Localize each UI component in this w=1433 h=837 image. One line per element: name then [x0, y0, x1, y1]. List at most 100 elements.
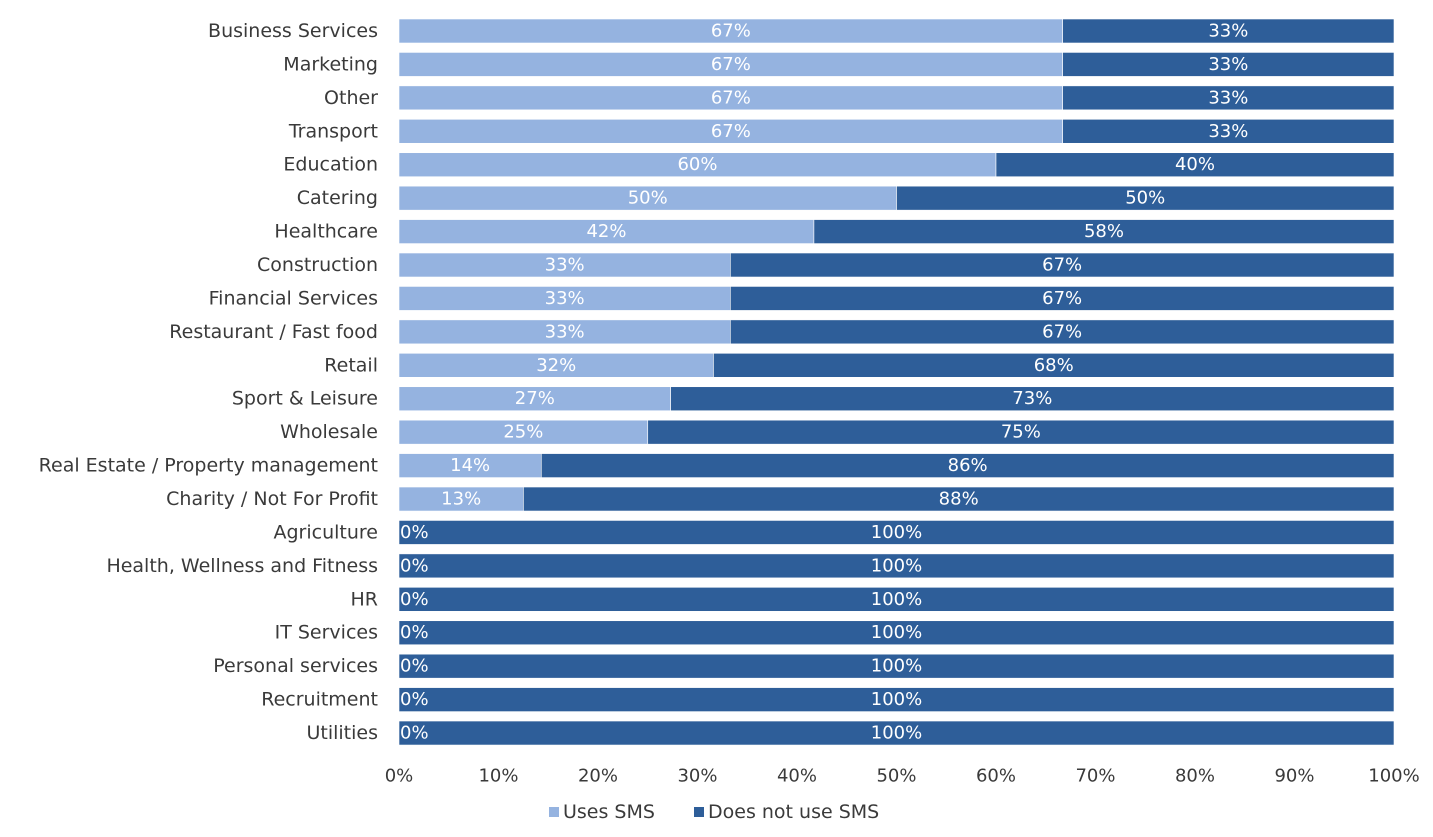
category-label-wholesale: Wholesale: [280, 421, 378, 443]
category-label-healthcare: Healthcare: [274, 221, 378, 243]
category-label-it-services: IT Services: [275, 622, 378, 644]
data-label-does-not-use-sms-transport: 33%: [1208, 121, 1248, 142]
category-label-restaurant-fast-food: Restaurant / Fast food: [169, 321, 378, 343]
bar-does-not-use-sms-sport-leisure: [670, 386, 1395, 412]
data-label-does-not-use-sms-recruitment: 100%: [871, 689, 922, 710]
data-label-does-not-use-sms-construction: 67%: [1042, 255, 1082, 276]
data-label-does-not-use-sms-financial-services: 67%: [1042, 288, 1082, 309]
legend-swatch-does-not-use-sms: [694, 807, 704, 817]
data-label-uses-sms-it-services: 0%: [400, 622, 429, 643]
bar-uses-sms-retail: [398, 352, 714, 378]
data-label-does-not-use-sms-utilities: 100%: [871, 723, 922, 744]
legend: Uses SMS Does not use SMS: [549, 801, 879, 823]
category-label-utilities: Utilities: [306, 722, 378, 744]
data-label-uses-sms-charity-not-for-profit: 13%: [441, 489, 481, 510]
data-label-does-not-use-sms-restaurant-fast-food: 67%: [1042, 321, 1082, 342]
data-label-does-not-use-sms-marketing: 33%: [1208, 54, 1248, 75]
category-labels: Business Services Marketing Other Transport…: [39, 20, 379, 744]
x-tick-label-70: 70%: [1075, 766, 1115, 787]
bar-does-not-use-sms-health-wellness-and-fitness: [398, 553, 1395, 579]
data-label-uses-sms-health-wellness-and-fitness: 0%: [400, 555, 429, 576]
data-label-uses-sms-restaurant-fast-food: 33%: [545, 321, 585, 342]
data-label-does-not-use-sms-it-services: 100%: [871, 622, 922, 643]
bar-does-not-use-sms-personal-services: [398, 653, 1395, 679]
category-label-construction: Construction: [257, 254, 378, 276]
category-label-retail: Retail: [324, 354, 378, 376]
category-label-other: Other: [324, 87, 378, 109]
category-label-hr: HR: [351, 588, 379, 610]
bar-does-not-use-sms-transport: [1062, 118, 1395, 144]
data-label-does-not-use-sms-health-wellness-and-fitness: 100%: [871, 555, 922, 576]
bar-uses-sms-wholesale: [398, 419, 649, 445]
data-label-does-not-use-sms-retail: 68%: [1034, 355, 1074, 376]
category-label-catering: Catering: [297, 187, 378, 209]
category-label-agriculture: Agriculture: [274, 521, 379, 543]
bar-does-not-use-sms-education: [995, 152, 1395, 178]
bar-does-not-use-sms-retail: [713, 352, 1395, 378]
bar-does-not-use-sms-healthcare: [813, 219, 1395, 244]
data-label-uses-sms-transport: 67%: [711, 121, 751, 142]
data-label-uses-sms-other: 67%: [711, 87, 751, 108]
category-label-recruitment: Recruitment: [261, 689, 378, 711]
bar-uses-sms-other: [398, 85, 1063, 111]
bar-does-not-use-sms-recruitment: [398, 687, 1395, 712]
x-tick-label-60: 60%: [976, 766, 1016, 787]
x-tick-label-30: 30%: [677, 766, 717, 787]
data-label-uses-sms-business-services: 67%: [711, 21, 751, 42]
data-label-uses-sms-utilities: 0%: [400, 723, 429, 744]
data-label-does-not-use-sms-sport-leisure: 73%: [1012, 388, 1052, 409]
category-label-charity-not-for-profit: Charity / Not For Profit: [166, 488, 378, 510]
legend-swatch-uses-sms: [549, 807, 559, 817]
category-label-financial-services: Financial Services: [209, 287, 378, 309]
bar-uses-sms-business-services: [398, 18, 1063, 44]
bar-uses-sms-financial-services: [398, 286, 731, 311]
bar-does-not-use-sms-utilities: [398, 720, 1395, 746]
legend-label-does-not-use-sms: Does not use SMS: [708, 801, 879, 823]
bar-labels: 67% 33%67% 33%67% 33%67% 33%60% 40%50% 50%42% 5…: [400, 21, 1248, 744]
bar-uses-sms-marketing: [398, 52, 1063, 77]
data-label-does-not-use-sms-education: 40%: [1175, 154, 1215, 175]
data-label-does-not-use-sms-healthcare: 58%: [1084, 221, 1124, 242]
data-label-uses-sms-personal-services: 0%: [400, 656, 429, 677]
bar-does-not-use-sms-catering: [896, 185, 1395, 211]
x-tick-label-40: 40%: [777, 766, 817, 787]
bar-does-not-use-sms-charity-not-for-profit: [523, 486, 1395, 512]
category-label-business-services: Business Services: [208, 20, 378, 42]
bar-uses-sms-real-estate-property-management: [398, 453, 542, 478]
data-label-does-not-use-sms-agriculture: 100%: [871, 522, 922, 543]
data-label-does-not-use-sms-wholesale: 75%: [1001, 422, 1041, 443]
data-label-does-not-use-sms-catering: 50%: [1125, 188, 1165, 209]
bar-does-not-use-sms-real-estate-property-management: [540, 453, 1395, 478]
x-tick-label-20: 20%: [578, 766, 618, 787]
data-label-uses-sms-recruitment: 0%: [400, 689, 429, 710]
x-tick-label-100: 100%: [1368, 766, 1419, 787]
data-label-does-not-use-sms-hr: 100%: [871, 589, 922, 610]
bar-does-not-use-sms-financial-services: [730, 286, 1395, 311]
category-label-personal-services: Personal services: [213, 655, 378, 677]
category-label-real-estate-property-management: Real Estate / Property management: [39, 455, 378, 477]
data-label-uses-sms-sport-leisure: 27%: [515, 388, 555, 409]
data-label-uses-sms-financial-services: 33%: [545, 288, 585, 309]
bar-uses-sms-education: [398, 152, 997, 178]
data-label-uses-sms-catering: 50%: [628, 188, 668, 209]
x-tick-label-50: 50%: [876, 766, 916, 787]
data-label-does-not-use-sms-real-estate-property-management: 86%: [948, 455, 988, 476]
bar-does-not-use-sms-hr: [398, 587, 1395, 612]
data-label-does-not-use-sms-business-services: 33%: [1208, 21, 1248, 42]
x-tick-label-90: 90%: [1274, 766, 1314, 787]
x-axis-ticks: 0% 10% 20% 30% 40% 50% 60% 70% 80% 90% 100%: [385, 766, 1420, 787]
category-label-sport-leisure: Sport & Leisure: [232, 388, 378, 410]
bar-does-not-use-sms-it-services: [398, 620, 1395, 646]
bar-does-not-use-sms-restaurant-fast-food: [730, 319, 1395, 345]
bar-does-not-use-sms-marketing: [1062, 52, 1395, 77]
x-tick-label-0: 0%: [385, 766, 414, 787]
bars: [398, 18, 1395, 746]
data-label-uses-sms-wholesale: 25%: [503, 422, 543, 443]
data-label-uses-sms-hr: 0%: [400, 589, 429, 610]
data-label-uses-sms-real-estate-property-management: 14%: [450, 455, 490, 476]
category-label-education: Education: [283, 154, 378, 176]
x-tick-label-80: 80%: [1175, 766, 1215, 787]
data-label-uses-sms-agriculture: 0%: [400, 522, 429, 543]
category-label-health-wellness-and-fitness: Health, Wellness and Fitness: [106, 555, 378, 577]
bar-does-not-use-sms-agriculture: [398, 520, 1395, 545]
